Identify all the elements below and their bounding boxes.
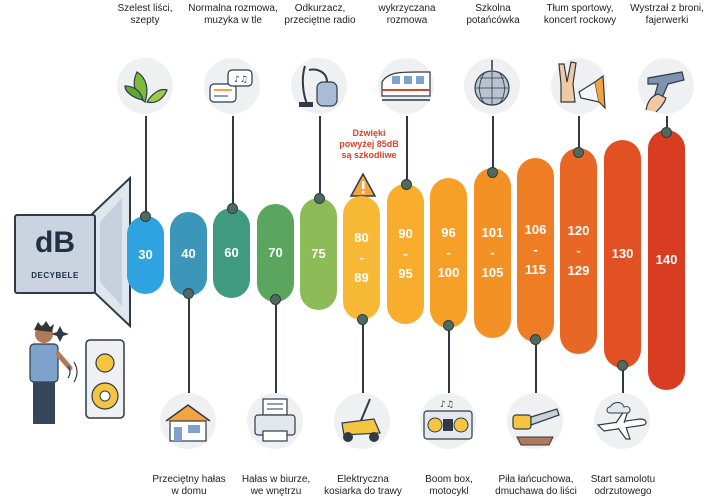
connector-140 — [666, 116, 668, 132]
lawn-mower-icon — [334, 393, 390, 449]
decibel-unit-label: DECYBELE — [31, 271, 79, 280]
dot-140 — [661, 127, 672, 138]
svg-text:♪♫: ♪♫ — [234, 75, 248, 85]
dot-120-129 — [573, 147, 584, 158]
connector-80-89 — [362, 320, 364, 393]
level-value-60: 60 — [224, 245, 239, 260]
level-value-101-105: 101 - 105 — [481, 225, 504, 280]
level-value-75: 75 — [311, 246, 326, 261]
connector-130 — [622, 366, 624, 393]
level-value-30: 30 — [138, 247, 153, 262]
level-value-40: 40 — [181, 246, 196, 261]
dot-40 — [183, 288, 194, 299]
level-pill-80-89: 80 - 89 — [343, 196, 380, 320]
level-pill-120-129: 120 - 129 — [560, 148, 597, 354]
dot-101-105 — [487, 167, 498, 178]
level-pill-96-100: 96 - 100 — [430, 178, 467, 328]
warning-triangle-icon — [350, 172, 376, 197]
decibel-badge: dB DECYBELE — [14, 214, 96, 294]
level-value-80-89: 80 - 89 — [354, 230, 369, 285]
top-label-concert: Tłum sportowy, koncert rockowy — [543, 3, 617, 26]
level-pill-130: 130 — [604, 140, 641, 368]
chainsaw-icon — [507, 393, 563, 449]
dot-75 — [314, 193, 325, 204]
victory-hand-megaphone-icon — [551, 58, 607, 114]
disco-ball-icon — [464, 58, 520, 114]
level-pill-140: 140 — [648, 130, 685, 390]
level-pill-90-95: 90 - 95 — [387, 184, 424, 324]
speech-bubbles-icon: ♪♫ — [204, 58, 260, 114]
top-label-shouting: wykrzyczana rozmowa — [378, 3, 436, 26]
top-label-vacuum: Odkurzacz, przeciętne radio — [284, 3, 356, 26]
bottom-label-boombox: Boom box, motocykl — [425, 474, 473, 497]
level-value-120-129: 120 - 129 — [567, 223, 590, 278]
boombox-icon: ♪♫ — [420, 393, 476, 449]
level-pill-101-105: 101 - 105 — [474, 168, 511, 338]
level-pill-60: 60 — [213, 208, 250, 298]
dot-60 — [227, 203, 238, 214]
bottom-label-home: Przeciętny hałas w domu — [152, 474, 226, 497]
connector-70 — [275, 300, 277, 393]
connector-30 — [145, 116, 147, 216]
leaves-icon — [117, 58, 173, 114]
train-icon — [378, 58, 434, 114]
connector-120-129 — [578, 116, 580, 152]
connector-106-115 — [535, 340, 537, 393]
dot-106-115 — [530, 334, 541, 345]
connector-90-95 — [406, 116, 408, 184]
harmful-noise-warning: Dźwięki powyżej 85dB są szkodliwe — [339, 128, 399, 160]
house-icon — [160, 393, 216, 449]
dot-130 — [617, 360, 628, 371]
svg-text:♪♫: ♪♫ — [440, 400, 454, 410]
decibel-unit: dB — [35, 226, 75, 259]
level-value-96-100: 96 - 100 — [437, 225, 460, 280]
level-pill-70: 70 — [257, 204, 294, 302]
bottom-label-mower: Elektryczna kosiarka do trawy — [324, 474, 402, 497]
office-printer-icon — [247, 393, 303, 449]
level-value-130: 130 — [611, 246, 634, 261]
gun-icon — [638, 58, 694, 114]
top-label-dance: Szkolna potańcówka — [466, 3, 520, 26]
connector-60 — [232, 116, 234, 208]
level-pill-75: 75 — [300, 198, 337, 310]
bottom-label-office: Hałas w biurze, we wnętrzu — [241, 474, 311, 497]
person-with-speaker-icon — [29, 321, 125, 424]
airplane-icon — [594, 393, 650, 449]
dot-90-95 — [401, 179, 412, 190]
connector-101-105 — [492, 116, 494, 172]
dot-80-89 — [357, 314, 368, 325]
level-pill-106-115: 106 - 115 — [517, 158, 554, 342]
connector-40 — [188, 295, 190, 393]
connector-75 — [319, 116, 321, 198]
top-label-conversation: Normalna rozmowa, muzyka w tle — [188, 3, 278, 26]
level-pill-40: 40 — [170, 212, 207, 296]
top-label-gunshot: Wystrzał z broni, fajerwerki — [630, 3, 704, 26]
level-value-140: 140 — [655, 252, 678, 267]
level-value-90-95: 90 - 95 — [398, 226, 413, 281]
dot-96-100 — [443, 320, 454, 331]
connector-96-100 — [448, 326, 450, 393]
dot-30 — [140, 211, 151, 222]
level-value-70: 70 — [268, 245, 283, 260]
vacuum-cleaner-icon — [291, 58, 347, 114]
bottom-label-chainsaw: Piła łańcuchowa, dmuchawa do liści — [495, 474, 577, 497]
top-label-leaves: Szelest liści, szepty — [117, 3, 173, 26]
level-pill-30: 30 — [127, 216, 164, 294]
bottom-label-jet: Start samolotu odrzutowego — [590, 474, 656, 497]
level-value-106-115: 106 - 115 — [524, 222, 547, 277]
dot-70 — [270, 294, 281, 305]
